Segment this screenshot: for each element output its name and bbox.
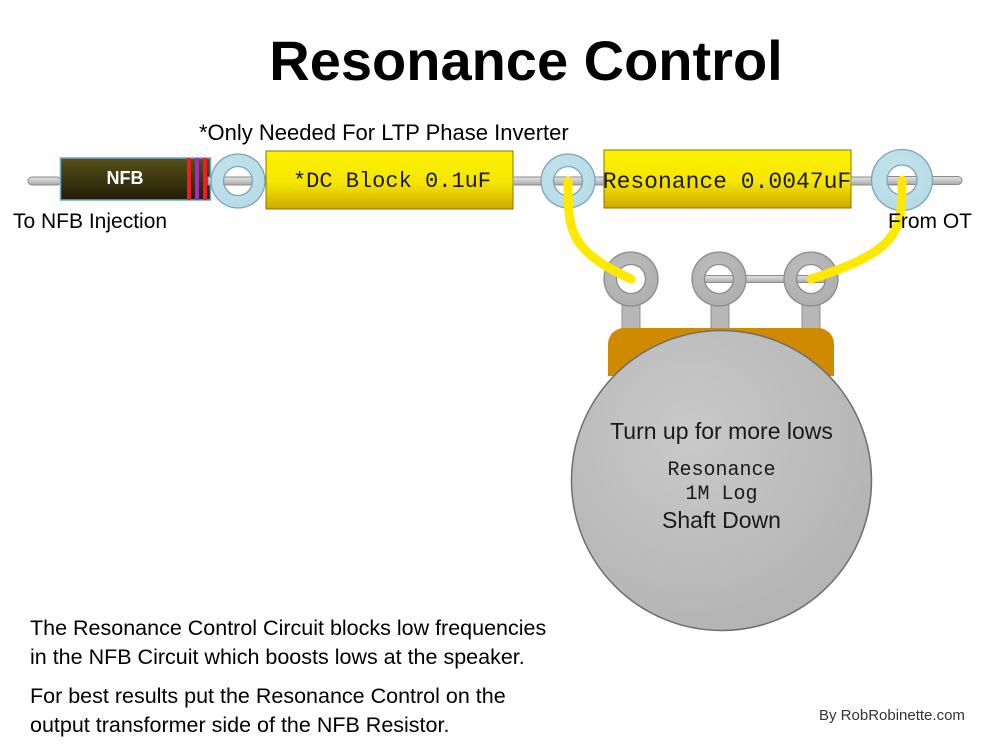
svg-text:*DC Block 0.1uF: *DC Block 0.1uF xyxy=(293,169,491,194)
svg-text:Turn up for more lows: Turn up for more lows xyxy=(610,418,833,444)
svg-text:Resonance: Resonance xyxy=(667,459,775,482)
svg-text:NFB: NFB xyxy=(107,168,144,188)
svg-text:Shaft Down: Shaft Down xyxy=(662,507,781,533)
svg-text:1M Log: 1M Log xyxy=(685,483,757,506)
svg-text:Resonance 0.0047uF: Resonance 0.0047uF xyxy=(603,169,851,195)
